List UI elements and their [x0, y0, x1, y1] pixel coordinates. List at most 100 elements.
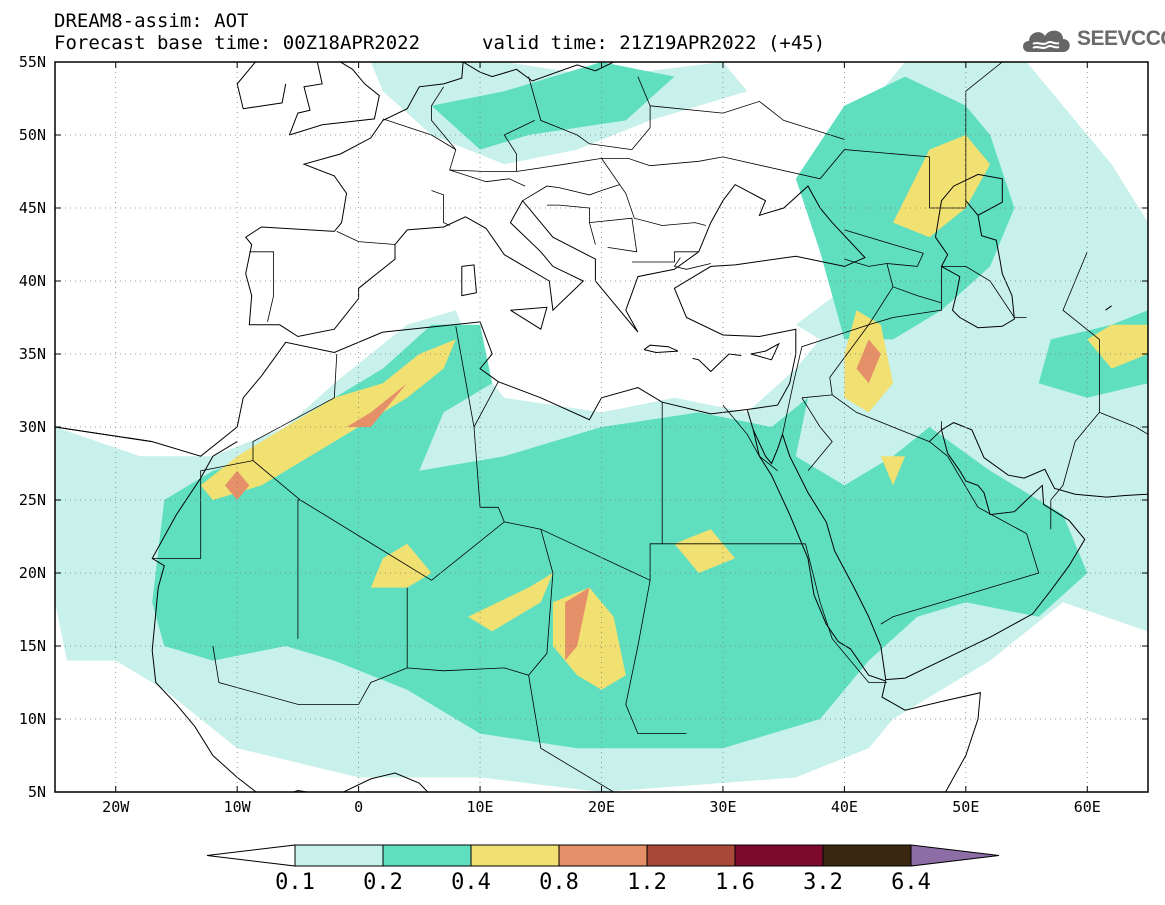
lon-label: 10E	[466, 798, 494, 816]
border-15	[880, 441, 1040, 625]
border-13	[829, 324, 870, 395]
lat-label: 15N	[18, 637, 46, 655]
map-frame	[54, 61, 1149, 793]
lat-label: 50N	[18, 126, 46, 144]
border-32	[449, 169, 526, 187]
coastline-4	[746, 409, 981, 792]
lon-label: 30E	[709, 798, 737, 816]
aot-region-10	[674, 529, 736, 573]
map-title: DREAM8-assim: AOT	[54, 10, 249, 32]
border-19	[1050, 412, 1100, 530]
colorbar-segment	[294, 844, 384, 867]
border-35	[249, 251, 275, 322]
border-4	[297, 499, 301, 639]
lon-label: 40E	[830, 798, 858, 816]
border-28	[546, 204, 596, 245]
colorbar-segment	[470, 844, 560, 867]
colorbar-label: 1.6	[715, 870, 755, 895]
lat-label: 20N	[18, 564, 46, 582]
colorbar-under-arrow	[206, 844, 296, 867]
aot-region-7	[370, 543, 432, 588]
border-21	[431, 86, 457, 150]
coastline-13	[462, 62, 614, 82]
lat-label: 55N	[18, 53, 46, 71]
colorbar-label: 1.2	[627, 870, 667, 895]
border-22	[528, 76, 632, 150]
lat-label: 45N	[18, 199, 46, 217]
border-7	[528, 529, 554, 676]
border-25	[650, 100, 845, 140]
colorbar-segment	[558, 844, 648, 867]
colorbar-label: 0.4	[451, 870, 491, 895]
lon-label: 0	[354, 798, 364, 816]
coastline-1	[151, 650, 429, 792]
border-38	[722, 404, 778, 472]
border-34	[336, 231, 396, 245]
colorbar	[206, 844, 1000, 867]
aot-region-14	[880, 456, 906, 486]
colorbar-segment	[646, 844, 736, 867]
colorbar-segment	[734, 844, 824, 867]
border-2	[473, 381, 499, 428]
lat-label: 30N	[18, 418, 46, 436]
colorbar-label: 3.2	[803, 870, 843, 895]
coastline-8	[692, 353, 742, 373]
lat-label: 35N	[18, 345, 46, 363]
coastline-11	[461, 264, 477, 297]
colorbar-segment	[822, 844, 912, 867]
coastline-3	[151, 441, 238, 651]
coastline-9	[643, 344, 679, 354]
lat-label: 5N	[27, 783, 46, 801]
lon-label: 20E	[587, 798, 616, 816]
border-10	[805, 543, 887, 683]
lon-label: 20W	[102, 798, 130, 816]
border-23	[503, 120, 535, 172]
aot-region-15	[225, 470, 250, 500]
border-36	[844, 229, 924, 267]
border-29	[589, 217, 638, 253]
border-8	[625, 580, 687, 734]
border-26	[601, 158, 707, 226]
border-16	[868, 286, 942, 326]
border-37	[886, 263, 894, 287]
border-18	[1062, 251, 1148, 435]
lon-label: 10W	[223, 798, 251, 816]
aot-region-18	[856, 339, 881, 384]
colorbar-label: 0.2	[363, 870, 403, 895]
lat-label: 40N	[18, 272, 46, 290]
coastline-0	[55, 62, 866, 457]
cloud-icon	[1023, 30, 1070, 52]
aot-region-13	[1087, 324, 1148, 369]
base-time: Forecast base time: 00Z18APR2022	[54, 32, 421, 54]
valid-time: valid time: 21Z19APR2022 (+45)	[482, 32, 826, 54]
coastline-2	[55, 426, 153, 443]
lon-label: 50E	[952, 798, 980, 816]
border-14	[801, 397, 833, 472]
coastline-17	[965, 200, 979, 216]
border-1	[252, 326, 505, 581]
coastline-16	[288, 62, 323, 136]
border-30	[631, 251, 699, 263]
aot-region-6	[200, 339, 456, 500]
lat-label: 10N	[18, 710, 46, 728]
aot-region-5	[431, 62, 675, 150]
aot-region-17	[565, 587, 590, 661]
coastline-14	[236, 62, 287, 110]
colorbar-segment	[382, 844, 472, 867]
forecast-times: Forecast base time: 00Z18APR2022 valid ti…	[54, 32, 825, 54]
colorbar-label: 6.4	[891, 870, 931, 895]
coastline-18	[1105, 305, 1112, 311]
seevccc-logo: SEEVCCC	[1019, 22, 1165, 56]
coastlines	[55, 62, 1148, 792]
colorbar-over-arrow	[910, 844, 1000, 867]
coastline-15	[289, 62, 380, 136]
coastline-7	[934, 173, 1015, 329]
coastline-12	[510, 306, 548, 330]
graticule	[55, 61, 1148, 793]
border-24	[631, 76, 651, 150]
border-27	[522, 184, 620, 202]
lat-label: 25N	[18, 491, 46, 509]
border-12	[801, 394, 942, 443]
border-33	[431, 190, 450, 226]
